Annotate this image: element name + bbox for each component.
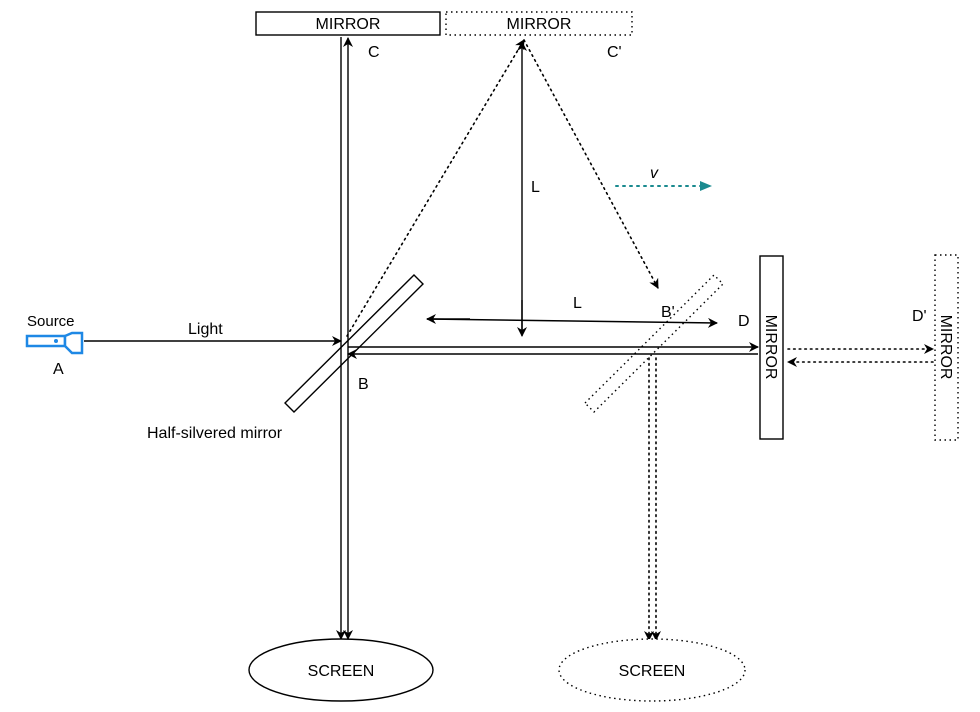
point-d-prime-label: D' — [912, 308, 927, 325]
screen: SCREEN — [248, 638, 434, 702]
mirror-c-prime: MIRROR — [445, 11, 633, 36]
dotted-path-up — [346, 39, 525, 337]
point-c-prime-label: C' — [607, 44, 622, 61]
screen-moved-label: SCREEN — [619, 663, 686, 680]
half-silvered-label: Half-silvered mirror — [147, 425, 283, 442]
flashlight-icon — [25, 331, 84, 355]
point-b-label: B — [358, 376, 369, 393]
point-c-label: C — [368, 44, 380, 61]
length-horizontal-arrow-right — [426, 317, 718, 328]
mirror-c-label: MIRROR — [316, 16, 381, 33]
length-horizontal-label: L — [573, 295, 582, 312]
length-vertical-label: L — [531, 179, 540, 196]
mirror-c: MIRROR — [255, 11, 441, 36]
point-b-prime-label: B' — [661, 304, 675, 321]
light-label: Light — [188, 321, 223, 338]
mirror-d: MIRROR — [759, 255, 784, 440]
screen-moved: SCREEN — [558, 638, 746, 702]
mirror-d-prime: MIRROR — [934, 254, 959, 441]
mirror-c-prime-label: MIRROR — [507, 16, 572, 33]
mirror-d-label: MIRROR — [762, 315, 779, 380]
source-label: Source — [27, 313, 75, 330]
point-d-label: D — [738, 313, 750, 330]
velocity-label: v — [650, 165, 659, 182]
screen-label: SCREEN — [308, 663, 375, 680]
mirror-d-prime-label: MIRROR — [937, 315, 954, 380]
point-a-label: A — [53, 361, 64, 378]
dotted-path-down — [523, 39, 659, 289]
half-silvered-mirror — [284, 274, 424, 413]
half-silvered-mirror-moved — [584, 274, 724, 413]
